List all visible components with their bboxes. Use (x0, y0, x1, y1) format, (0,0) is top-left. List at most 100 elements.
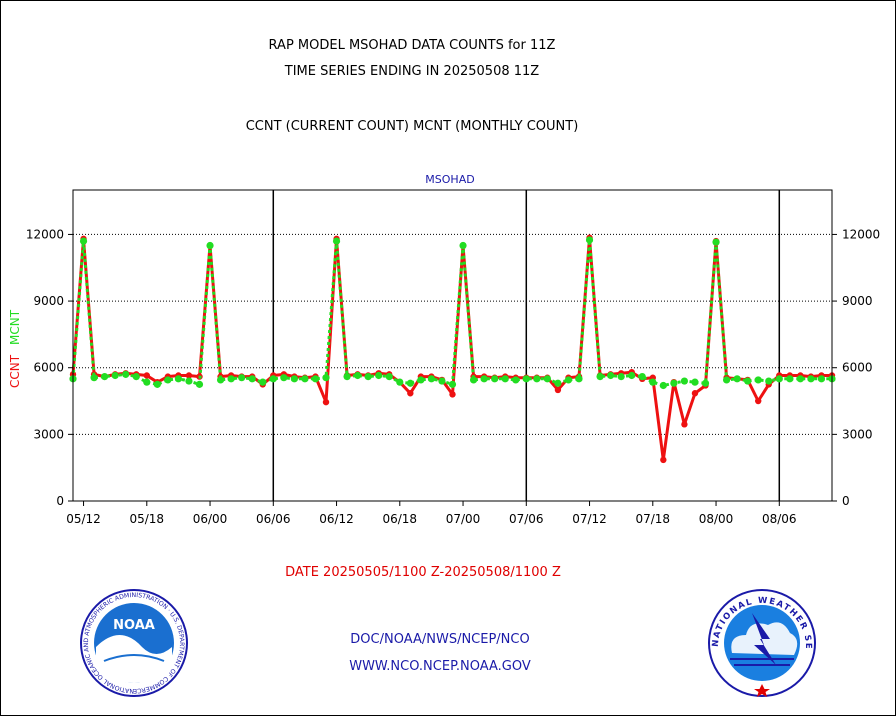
series-point-mcnt (512, 376, 520, 384)
y-tick-label-left: 12000 (26, 227, 64, 241)
series-point-mcnt (122, 370, 130, 378)
series-point-mcnt (111, 371, 119, 380)
x-tick-label: 08/00 (699, 512, 734, 526)
series-point-mcnt (638, 373, 646, 381)
footer-link-website[interactable]: WWW.NCO.NCEP.NOAA.GOV (349, 659, 531, 674)
series-point-mcnt (354, 371, 362, 380)
series-point-mcnt (427, 375, 436, 383)
series-point-mcnt (564, 376, 573, 384)
series-point-mcnt (259, 378, 267, 386)
series-point-mcnt (733, 375, 741, 383)
x-tick-label: 07/12 (572, 512, 607, 526)
series-point-mcnt (659, 381, 667, 390)
x-tick-label: 07/06 (509, 512, 544, 526)
y-tick-label-right: 3000 (842, 427, 873, 441)
series-point-mcnt (459, 241, 467, 250)
panel-label: MSOHAD (425, 173, 475, 186)
series-point-mcnt (332, 237, 341, 245)
series-point-mcnt (90, 374, 98, 382)
series-point-mcnt (786, 375, 794, 383)
y-tick-label-right: 12000 (842, 227, 880, 241)
series-point-mcnt (79, 237, 88, 245)
series-point-mcnt (744, 377, 752, 385)
series-point-mcnt (269, 375, 277, 383)
series-point-ccnt (755, 397, 762, 405)
y-tick-label-left: 0 (56, 494, 64, 508)
series-point-mcnt (649, 378, 657, 386)
series-point-mcnt (290, 375, 298, 383)
x-tick-label: 07/18 (635, 512, 670, 526)
series-point-mcnt (807, 375, 815, 383)
series-point-mcnt (132, 373, 140, 381)
chart-title: RAP MODEL MSOHAD DATA COUNTS for 11Z (268, 38, 556, 53)
series-point-mcnt (101, 373, 109, 381)
x-tick-label: 06/18 (382, 512, 417, 526)
series-point-mcnt (311, 375, 320, 383)
series-point-mcnt (765, 377, 773, 385)
series-point-ccnt (554, 386, 562, 394)
y-axis-label-ccnt: CCNT (8, 354, 22, 388)
series-point-mcnt (775, 375, 783, 383)
series-point-ccnt (660, 456, 667, 464)
chart-series-description: CCNT (CURRENT COUNT) MCNT (MONTHLY COUNT… (245, 119, 579, 134)
series-point-mcnt (206, 241, 214, 250)
series-point-mcnt (385, 373, 393, 381)
series-point-mcnt (543, 375, 551, 383)
series-point-mcnt (364, 373, 372, 381)
series-point-mcnt (596, 373, 604, 381)
series-point-mcnt (417, 376, 425, 384)
series-point-mcnt (712, 238, 720, 246)
series-point-ccnt (407, 390, 414, 397)
series-point-mcnt (143, 378, 151, 386)
x-tick-label: 05/18 (129, 512, 164, 526)
series-point-mcnt (438, 377, 446, 385)
series-point-ccnt (449, 391, 456, 398)
series-point-mcnt (164, 376, 172, 384)
series-point-mcnt (533, 375, 541, 383)
x-tick-label: 08/06 (762, 512, 797, 526)
series-point-mcnt (343, 373, 351, 381)
series-point-mcnt (628, 371, 636, 380)
series-point-mcnt (480, 375, 488, 383)
series-point-mcnt (448, 380, 457, 388)
series-point-mcnt (238, 374, 246, 382)
series-point-mcnt (722, 376, 731, 384)
footer-link-doc[interactable]: DOC/NOAA/NWS/NCEP/NCO (350, 632, 530, 647)
axis-layer: 0 0 3000 3000 6000 6000 9000 9000 12000 12000 05/1… (26, 189, 880, 526)
series-point-mcnt (216, 376, 225, 384)
series-point-ccnt (681, 421, 688, 428)
y-tick-label-right: 0 (842, 494, 850, 508)
series-point-mcnt (195, 380, 204, 388)
series-point-mcnt (469, 376, 478, 384)
y-tick-label-left: 3000 (33, 427, 64, 441)
series-point-ccnt (185, 372, 193, 379)
series-point-mcnt (174, 375, 183, 383)
plot-frame (72, 189, 833, 502)
series-point-mcnt (491, 375, 499, 383)
y-tick-label-right: 6000 (842, 361, 873, 375)
series-point-mcnt (554, 379, 562, 387)
series-point-mcnt (396, 378, 404, 386)
series-point-mcnt (501, 375, 509, 383)
date-range-label: DATE 20250505/1100 Z-20250508/1100 Z (285, 565, 561, 580)
x-tick-label: 06/06 (256, 512, 291, 526)
y-tick-label-left: 6000 (33, 361, 64, 375)
grid-layer (73, 190, 832, 501)
y-axis-label-mcnt: MCNT (8, 309, 22, 345)
series-point-mcnt (153, 380, 161, 388)
x-tick-label: 05/12 (66, 512, 101, 526)
series-point-mcnt (375, 371, 383, 380)
series-point-mcnt (670, 379, 678, 387)
series-point-ccnt (143, 372, 150, 379)
series-point-mcnt (301, 375, 309, 383)
series-point-mcnt (607, 371, 615, 380)
x-tick-label: 07/00 (446, 512, 481, 526)
series-point-mcnt (691, 378, 699, 386)
y-tick-label-left: 9000 (33, 294, 64, 308)
series-point-mcnt (701, 379, 710, 387)
series-point-mcnt (185, 377, 193, 385)
series-layer (69, 234, 836, 464)
series-point-ccnt (322, 398, 330, 406)
series-point-mcnt (522, 375, 530, 383)
